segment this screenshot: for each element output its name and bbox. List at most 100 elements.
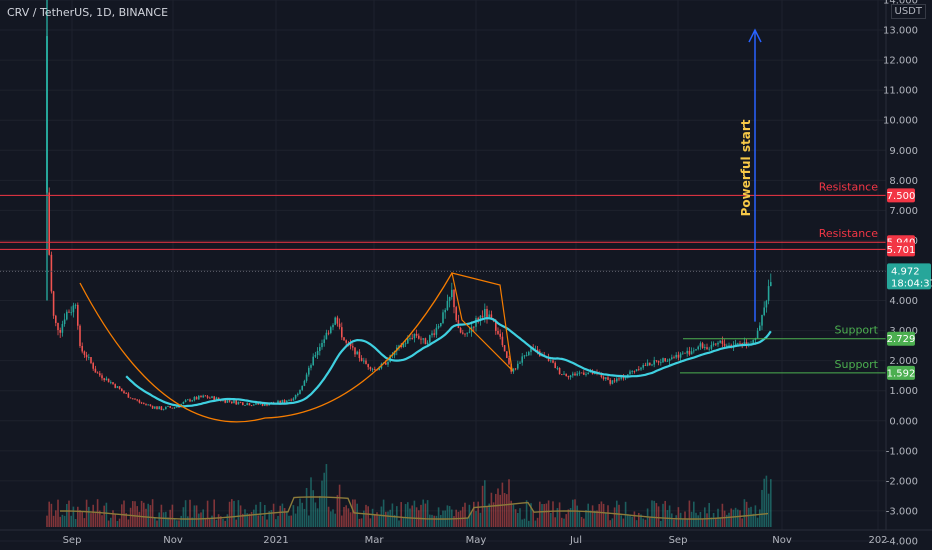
volume-bar	[283, 508, 286, 527]
volume-bar	[90, 513, 92, 527]
candle-body	[385, 362, 387, 365]
currency-unit-badge[interactable]: USDT	[890, 4, 926, 19]
volume-bar	[398, 520, 400, 527]
volume-bar	[668, 505, 671, 527]
candle-body	[312, 356, 314, 366]
candle-body	[572, 373, 574, 376]
volume-bar	[352, 499, 354, 527]
candle-body	[558, 368, 561, 375]
volume-bar	[250, 511, 253, 527]
candle-body	[605, 377, 607, 379]
volume-bar	[433, 515, 435, 527]
volume-bar	[715, 517, 717, 527]
volume-bar	[222, 518, 224, 527]
volume-bar	[81, 511, 83, 527]
candle-body	[325, 332, 328, 340]
volume-bar	[363, 510, 365, 527]
candle-body	[712, 343, 715, 345]
volume-bar	[107, 520, 110, 527]
volume-bar	[697, 515, 699, 527]
candle-body	[292, 398, 295, 401]
volume-bar	[530, 503, 532, 527]
candle-body	[737, 343, 739, 345]
volume-bar	[154, 517, 156, 527]
candle-body	[752, 340, 754, 344]
candle-body	[147, 404, 149, 406]
volume-bar	[57, 499, 59, 527]
volume-bar	[426, 500, 429, 527]
volume-bar	[514, 509, 517, 527]
volume-bar	[688, 500, 691, 527]
candle-body	[662, 358, 664, 363]
volume-bar	[446, 505, 449, 527]
volume-bar	[387, 511, 389, 527]
volume-bar	[622, 518, 625, 527]
candle-body	[255, 402, 257, 405]
volume-bar	[424, 503, 427, 527]
candle-body	[679, 353, 682, 358]
candle-body	[468, 331, 471, 333]
volume-bar	[92, 504, 94, 527]
volume-bar	[99, 510, 101, 527]
candle-body	[112, 382, 114, 385]
candle-body	[695, 349, 697, 351]
candle-body	[160, 406, 163, 411]
volume-bar	[374, 514, 376, 527]
volume-bar	[739, 510, 741, 527]
candle-body	[74, 304, 77, 306]
volume-bar	[495, 493, 497, 527]
volume-bar	[512, 504, 515, 527]
candle-spike-body	[46, 36, 48, 193]
candle-body	[96, 372, 99, 374]
candle-body	[613, 380, 616, 382]
candle-body	[519, 362, 521, 364]
candle-body	[387, 361, 389, 365]
volume-bar	[521, 519, 523, 527]
candle-body	[248, 403, 251, 406]
volume-bar	[596, 510, 598, 527]
volume-bar	[147, 503, 149, 527]
candle-body	[217, 397, 220, 400]
candle-body	[182, 401, 185, 404]
candle-body	[165, 406, 167, 410]
volume-bar	[246, 513, 248, 527]
volume-bar	[631, 516, 633, 527]
candle-body	[413, 333, 416, 339]
volume-bar	[600, 501, 603, 527]
candle-body	[726, 345, 728, 347]
volume-bar	[180, 515, 182, 527]
volume-bar	[486, 506, 488, 527]
candle-body	[745, 342, 748, 345]
candle-body	[253, 404, 255, 406]
volume-bar	[743, 499, 746, 527]
candle-body	[398, 345, 400, 348]
price-tick-label: 9.000	[889, 146, 918, 157]
candle-body	[209, 397, 211, 399]
volume-bar	[609, 520, 611, 527]
candle-body	[567, 376, 570, 378]
volume-bar	[376, 512, 378, 527]
candle-body	[228, 400, 231, 402]
volume-bar	[437, 507, 440, 527]
candle-body	[620, 375, 622, 379]
volume-bar	[187, 516, 189, 527]
candle-body	[759, 325, 761, 331]
volume-bar	[750, 506, 752, 527]
cup-pattern-curve	[79, 272, 453, 423]
volume-bar	[191, 517, 193, 527]
candle-body	[530, 348, 532, 353]
volume-bar	[235, 519, 237, 527]
candle-body	[424, 338, 427, 345]
candle-body	[268, 404, 270, 406]
volume-bar	[589, 510, 592, 527]
candle-body	[316, 351, 319, 356]
chart-overlays: Resistance Resistance Support Support Powerf…	[0, 28, 886, 520]
price-tick-label: 2.000	[889, 356, 918, 367]
volume-bar	[726, 514, 728, 527]
candle-body	[618, 378, 620, 380]
volume-bar	[105, 502, 108, 527]
candle-body	[675, 354, 677, 358]
volume-bar	[561, 517, 563, 527]
time-tick-label: Sep	[669, 535, 688, 546]
